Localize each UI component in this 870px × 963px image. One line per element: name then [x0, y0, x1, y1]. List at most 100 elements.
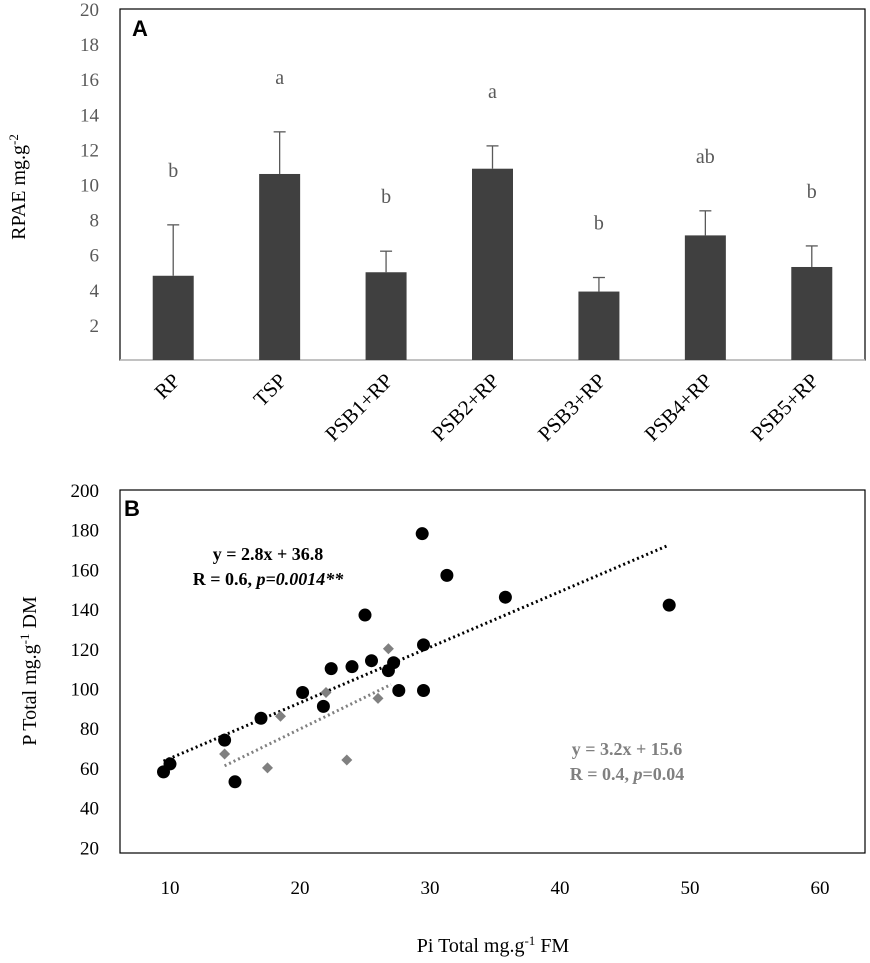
point-black-5 [296, 685, 310, 699]
error-bar-PSB2+RP [486, 145, 499, 169]
x-tick-label-PSB4+RP: PSB4+RP [640, 369, 717, 446]
point-black-10 [365, 654, 378, 668]
point-black-16 [417, 683, 430, 697]
panel-a-y-axis-title: RPAE mg.g-2 [6, 134, 30, 240]
black-equation: y = 2.8x + 36.8 [213, 544, 324, 564]
x-tick-label-PSB1+RP: PSB1+RP [320, 369, 397, 446]
y-tick-label-6: 6 [90, 246, 100, 267]
point-black-18 [498, 590, 512, 604]
letter-RP: b [168, 160, 178, 182]
y-tick-label-8: 8 [90, 211, 100, 232]
point-gray-6 [382, 643, 394, 655]
bar-PSB5+RP [791, 266, 833, 360]
panel-b-x-axis-title: Pi Total mg.g-1 FM [417, 933, 570, 957]
y-tick-label-16: 16 [80, 70, 99, 91]
x-tick-label-30: 30 [421, 878, 440, 899]
y-tick-label-14: 14 [80, 105, 100, 126]
x-tick-label-20: 20 [291, 878, 310, 899]
x-tick-label-40: 40 [551, 878, 570, 899]
point-gray-2 [275, 710, 286, 722]
point-black-8 [345, 660, 359, 674]
y-tick-label-12: 12 [80, 140, 99, 161]
bar-RP [152, 275, 194, 360]
x-tick-label-RP: RP [150, 369, 185, 404]
trendline-black [162, 543, 670, 763]
error-bar-PSB5+RP [805, 245, 818, 267]
point-black-9 [358, 608, 372, 622]
point-black-19 [662, 598, 676, 612]
x-tick-label-PSB2+RP: PSB2+RP [427, 369, 504, 446]
letter-PSB1+RP: b [381, 186, 391, 208]
panel-b-x-ticks: 10 20 30 40 50 60 [161, 878, 830, 899]
y-tick-label-20: 20 [80, 838, 99, 859]
y-tick-label-60: 60 [80, 759, 99, 780]
point-black-14 [415, 527, 429, 541]
y-tick-label-160: 160 [71, 560, 100, 581]
point-black-12 [387, 656, 401, 670]
point-black-7 [324, 662, 338, 676]
panel-b-label: B [124, 496, 140, 521]
bar-TSP [259, 173, 301, 360]
point-gray-4 [341, 754, 353, 766]
point-black-1 [163, 757, 177, 771]
y-tick-label-100: 100 [71, 680, 100, 701]
x-tick-label-10: 10 [161, 878, 180, 899]
y-tick-label-140: 140 [71, 600, 100, 621]
y-tick-label-200: 200 [71, 481, 100, 502]
point-gray-1 [262, 762, 273, 774]
black-stats: R = 0.6, p=0.0014** [193, 569, 345, 589]
x-tick-label-TSP: TSP [249, 369, 292, 412]
bar-PSB2+RP [472, 168, 513, 360]
error-bar-PSB3+RP [592, 276, 605, 292]
point-gray-5 [372, 692, 384, 704]
letter-PSB4+RP: ab [696, 146, 715, 168]
y-tick-label-180: 180 [71, 521, 100, 542]
panel-b-trendlines [162, 543, 670, 768]
point-black-15 [417, 638, 430, 652]
panel-b-y-axis-title: P Total mg.g-1 DM [17, 596, 41, 746]
panel-b-y-ticks: 20 40 60 80 100 120 140 160 180 200 [71, 481, 100, 859]
error-bar-PSB4+RP [699, 210, 712, 236]
trendline-gray [223, 683, 392, 768]
y-tick-label-80: 80 [80, 719, 99, 740]
letter-TSP: a [275, 67, 284, 89]
point-black-17 [440, 568, 454, 582]
y-tick-label-20: 20 [80, 0, 99, 21]
y-tick-label-2: 2 [90, 316, 100, 337]
panel-b-points [157, 527, 676, 789]
point-black-2 [218, 733, 232, 747]
error-bar-TSP [273, 131, 286, 174]
gray-stats: R = 0.4, p=0.04 [570, 764, 685, 784]
point-black-6 [316, 699, 330, 713]
point-black-13 [392, 683, 406, 697]
panel-a-bars [152, 168, 833, 360]
panel-a-error-bars [167, 131, 818, 292]
panel-a-x-tick-labels: RP TSP PSB1+RP PSB2+RP PSB3+RP PSB4+RP PSB5+RP [150, 369, 824, 446]
panel-b-frame [119, 489, 866, 854]
y-tick-label-40: 40 [80, 799, 99, 820]
x-tick-label-50: 50 [681, 878, 700, 899]
letter-PSB5+RP: b [807, 181, 817, 203]
gray-equation: y = 3.2x + 15.6 [572, 739, 683, 759]
point-gray-0 [219, 748, 231, 760]
panel-a-label: A [132, 16, 148, 41]
x-tick-label-PSB5+RP: PSB5+RP [746, 369, 823, 446]
bar-PSB3+RP [578, 291, 620, 360]
x-tick-label-60: 60 [811, 878, 830, 899]
y-tick-label-10: 10 [80, 176, 99, 197]
letter-PSB3+RP: b [594, 213, 604, 235]
bar-PSB1+RP [365, 272, 407, 360]
panel-a-y-ticks: 2 4 6 8 10 12 14 16 18 20 [80, 0, 100, 337]
error-bar-RP [167, 224, 180, 276]
x-tick-label-PSB3+RP: PSB3+RP [533, 369, 610, 446]
bar-PSB4+RP [684, 235, 726, 360]
y-tick-label-120: 120 [71, 640, 100, 661]
y-tick-label-4: 4 [90, 281, 100, 302]
point-black-3 [228, 775, 242, 789]
point-gray-3 [320, 686, 332, 698]
y-tick-label-18: 18 [80, 35, 99, 56]
panel-b: B 20 40 60 80 100 120 140 160 180 200 10 20 30 40 50 6… [17, 481, 866, 957]
